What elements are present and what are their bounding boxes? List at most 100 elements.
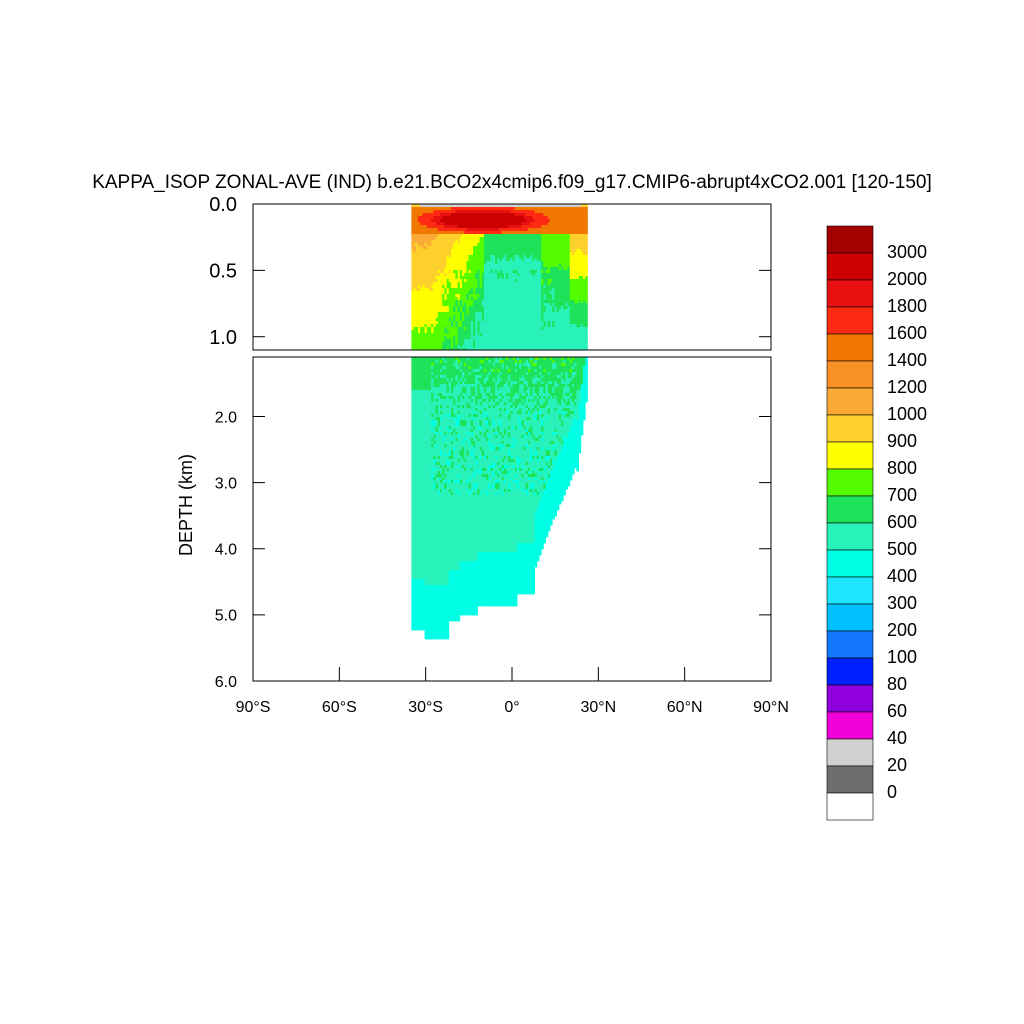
field-cell — [550, 270, 553, 274]
field-cell — [585, 270, 588, 274]
field-cell — [433, 492, 436, 496]
field-cell — [413, 303, 417, 307]
field-cell — [433, 441, 436, 445]
field-cell — [466, 228, 469, 232]
field-cell — [523, 324, 527, 328]
field-cell — [556, 231, 560, 235]
field-cell — [413, 486, 417, 490]
field-cell — [528, 213, 531, 217]
field-cell — [411, 501, 414, 505]
field-cell — [473, 264, 476, 268]
field-cell — [576, 273, 579, 277]
field-cell — [495, 342, 498, 346]
field-cell — [475, 330, 478, 334]
field-cell — [534, 216, 538, 220]
field-cell — [525, 315, 529, 319]
field-cell — [431, 231, 434, 235]
field-cell — [585, 246, 588, 250]
field-cell — [415, 288, 419, 292]
field-cell — [554, 342, 557, 346]
field-cell — [484, 321, 487, 325]
field-cell — [506, 303, 509, 307]
field-cell — [426, 603, 430, 607]
field-cell — [446, 279, 450, 283]
field-cell — [470, 282, 474, 286]
field-cell — [530, 222, 533, 226]
field-cell — [532, 270, 535, 274]
field-cell — [413, 528, 417, 532]
field-cell — [569, 276, 573, 280]
field-cell — [554, 273, 557, 277]
field-cell — [429, 369, 432, 373]
field-cell — [413, 483, 417, 487]
field-cell — [464, 216, 467, 220]
field-cell — [468, 210, 472, 214]
field-cell — [479, 318, 483, 322]
field-cell — [433, 372, 436, 376]
field-cell — [422, 441, 425, 445]
field-cell — [470, 336, 474, 340]
field-cell — [574, 216, 577, 220]
field-cell — [567, 333, 571, 337]
field-cell — [525, 225, 529, 229]
field-cell — [415, 588, 419, 592]
field-cell — [411, 390, 414, 394]
field-cell — [534, 240, 538, 244]
field-cell — [457, 252, 461, 256]
field-cell — [424, 573, 428, 577]
field-cell — [453, 255, 456, 259]
field-cell — [580, 324, 584, 328]
field-cell — [415, 474, 419, 478]
field-cell — [444, 294, 447, 298]
field-cell — [415, 285, 419, 289]
field-cell — [541, 243, 544, 247]
field-cell — [426, 459, 430, 463]
field-cell — [431, 474, 434, 478]
field-cell — [413, 474, 417, 478]
field-cell — [426, 309, 430, 313]
field-cell — [411, 471, 414, 475]
field-cell — [495, 204, 498, 208]
field-cell — [437, 327, 441, 331]
field-cell — [453, 339, 456, 343]
field-cell — [446, 312, 450, 316]
field-cell — [422, 606, 425, 610]
field-cell — [497, 276, 500, 280]
field-cell — [457, 234, 461, 238]
field-cell — [431, 312, 434, 316]
field-cell — [543, 333, 546, 337]
field-cell — [459, 324, 463, 328]
field-cell — [453, 342, 456, 346]
field-cell — [475, 246, 478, 250]
field-cell — [429, 240, 432, 244]
field-cell — [437, 333, 441, 337]
field-cell — [523, 225, 527, 229]
field-cell — [569, 312, 573, 316]
field-cell — [418, 333, 421, 337]
field-cell — [475, 216, 478, 220]
field-cell — [426, 225, 430, 229]
field-cell — [422, 423, 425, 427]
field-cell — [558, 240, 562, 244]
field-cell — [484, 249, 487, 253]
field-cell — [477, 234, 480, 238]
field-cell — [477, 204, 480, 208]
field-cell — [429, 375, 432, 379]
field-cell — [415, 447, 419, 451]
field-cell — [418, 483, 421, 487]
field-cell — [585, 327, 588, 331]
field-cell — [528, 279, 531, 283]
field-cell — [431, 297, 434, 301]
field-cell — [420, 534, 423, 538]
field-cell — [506, 219, 509, 223]
field-cell — [523, 303, 527, 307]
field-cell — [418, 255, 421, 259]
field-cell — [514, 288, 518, 292]
field-cell — [437, 318, 441, 322]
field-cell — [499, 234, 502, 238]
field-cell — [541, 255, 544, 259]
field-cell — [541, 303, 544, 307]
field-cell — [506, 285, 509, 289]
field-cell — [534, 246, 538, 250]
field-cell — [530, 282, 533, 286]
